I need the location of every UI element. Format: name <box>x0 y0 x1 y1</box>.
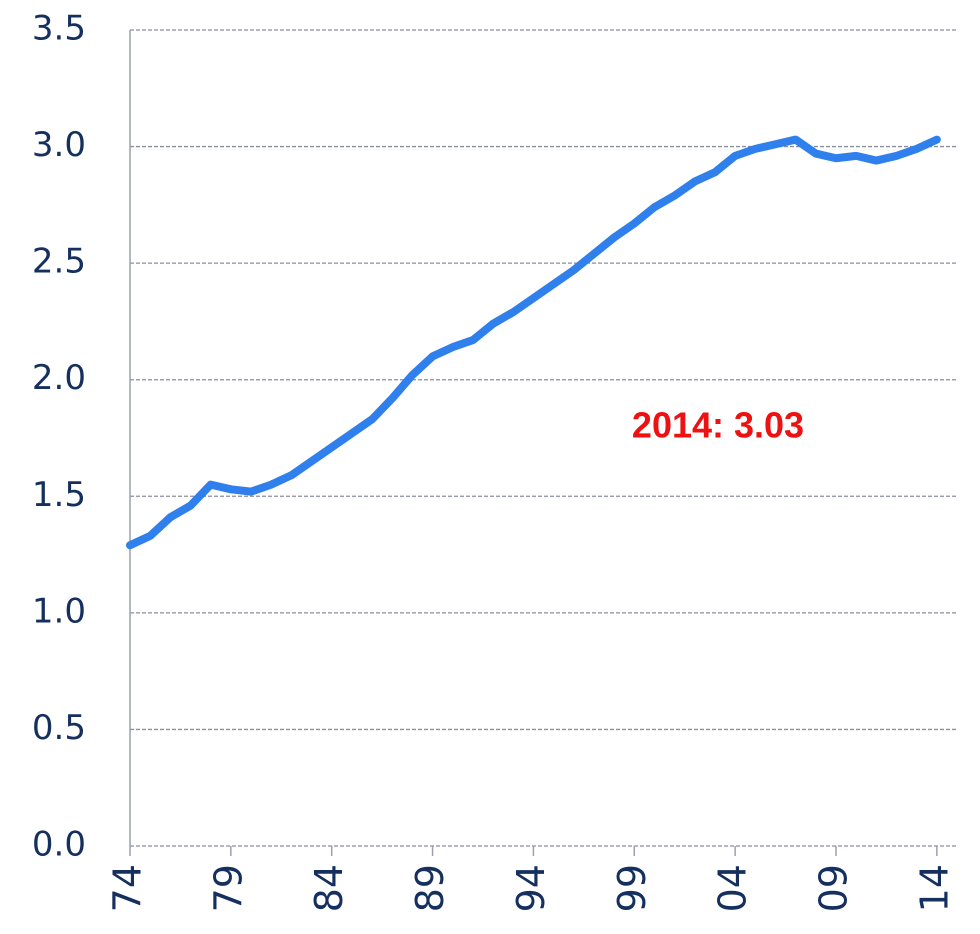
x-tick-label: 89 <box>408 864 452 912</box>
x-tick-label: 84 <box>307 864 351 912</box>
y-tick-label: 2.5 <box>32 242 86 282</box>
x-tick-label: 09 <box>811 864 855 912</box>
y-tick-label: 3.5 <box>32 9 86 49</box>
x-tick-label: 74 <box>106 864 150 912</box>
data-line <box>126 135 941 550</box>
y-tick-label: 1.0 <box>32 591 86 631</box>
x-tick-label: 94 <box>509 864 553 912</box>
y-tick-label: 1.5 <box>32 475 86 515</box>
x-tick-label: 79 <box>206 864 250 912</box>
y-tick-label: 0.5 <box>32 708 86 748</box>
y-tick-label: 3.0 <box>32 125 86 165</box>
y-tick-label: 2.0 <box>32 358 86 398</box>
y-tick-label: 0.0 <box>32 825 86 865</box>
x-tick-label: 99 <box>610 864 654 912</box>
annotation: 2014: 3.03 <box>632 405 804 446</box>
x-tick-label: 04 <box>711 864 755 912</box>
x-tick-label: 14 <box>912 864 956 912</box>
